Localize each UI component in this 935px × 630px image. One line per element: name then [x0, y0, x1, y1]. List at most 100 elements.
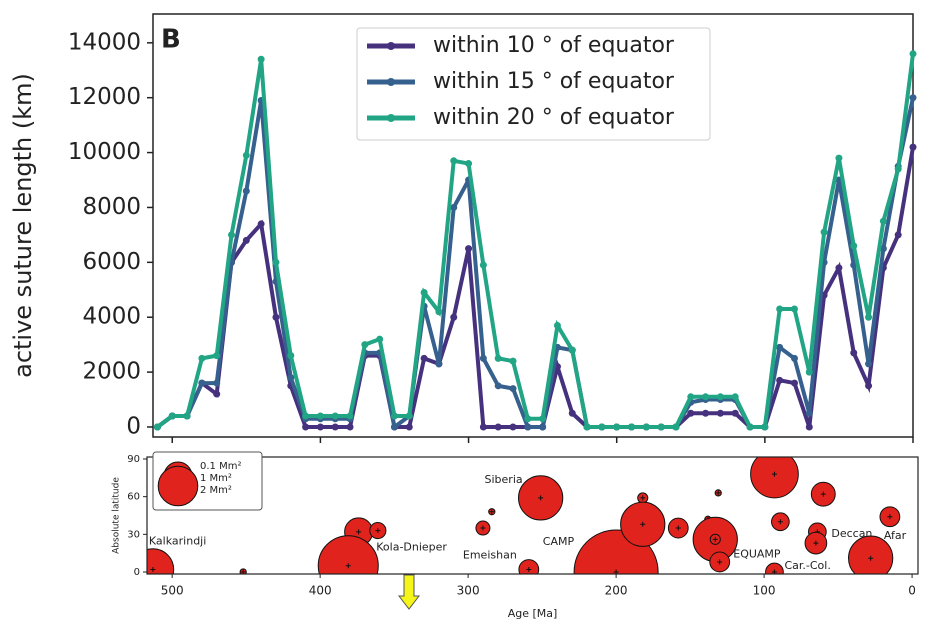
legend-box: [356, 27, 711, 141]
point: [835, 264, 843, 272]
point: [153, 423, 161, 431]
point: [287, 352, 295, 360]
point: [702, 393, 710, 401]
center-cross: [640, 495, 646, 501]
point: [302, 423, 310, 431]
point: [805, 409, 813, 417]
point: [450, 313, 458, 321]
point: [805, 368, 813, 376]
legend-marker: [387, 78, 395, 86]
point: [198, 379, 206, 387]
point: [509, 423, 517, 431]
center-cross: [640, 521, 646, 527]
plot-area: [152, 13, 914, 438]
point: [316, 423, 324, 431]
point: [909, 50, 917, 58]
point: [450, 203, 458, 211]
x-tick-label: 0: [908, 584, 916, 598]
center-cross: [868, 555, 874, 561]
point: [198, 354, 206, 362]
point: [450, 157, 458, 165]
legend-label: within 20 ° of equator: [433, 105, 675, 130]
y-tick-label: 0: [126, 413, 141, 439]
legend-marker: [387, 42, 395, 50]
bubble: [750, 457, 799, 499]
y-axis-label: active suture length (km): [9, 73, 37, 378]
point: [687, 409, 695, 417]
point: [790, 354, 798, 362]
point: [272, 313, 280, 321]
point: [168, 412, 176, 420]
bubble: [765, 562, 784, 574]
point: [479, 261, 487, 269]
point: [242, 236, 250, 244]
point: [583, 423, 591, 431]
center-cross: [813, 540, 819, 546]
legend-label: within 10 ° of equator: [433, 33, 675, 58]
point: [316, 412, 324, 420]
point: [272, 258, 280, 266]
point: [376, 335, 384, 343]
point: [509, 385, 517, 393]
size-legend-label: 0.1 Mm²: [200, 461, 241, 472]
y-tick-label: 14000: [68, 29, 141, 55]
point: [776, 376, 784, 384]
point: [879, 245, 887, 253]
point: [257, 55, 265, 63]
point: [435, 308, 443, 316]
point: [539, 423, 547, 431]
center-cross: [820, 491, 826, 497]
bubble-label: CAMP: [543, 535, 575, 548]
size-legend-marker: [157, 465, 199, 507]
y-tick-label: 4000: [82, 304, 141, 330]
legend-label: within 15 ° of equator: [433, 69, 675, 94]
x-tick-label: 200: [605, 584, 628, 598]
point: [790, 379, 798, 387]
y-tick-label: 2000: [82, 359, 141, 385]
point: [628, 423, 636, 431]
point: [687, 393, 695, 401]
bubble-label: Kola-Dnieper: [376, 541, 447, 554]
y-tick-label: 12000: [68, 84, 141, 110]
point: [494, 354, 502, 362]
center-cross: [717, 559, 723, 565]
center-cross: [777, 519, 783, 525]
x-tick-label: 500: [161, 584, 184, 598]
point: [242, 151, 250, 159]
x-tick-label: 300: [457, 584, 480, 598]
center-cross: [712, 536, 718, 542]
y-axis-label: Absolute latitude: [112, 477, 122, 554]
point: [598, 423, 606, 431]
center-cross: [375, 528, 381, 534]
point: [346, 412, 354, 420]
point: [465, 160, 473, 168]
point: [568, 409, 576, 417]
point: [213, 352, 221, 360]
point: [716, 393, 724, 401]
point: [746, 423, 754, 431]
point: [405, 412, 413, 420]
point: [331, 423, 339, 431]
bubble-label: Siberia: [485, 473, 523, 486]
center-cross: [887, 514, 893, 520]
size-legend-label: 1 Mm²: [200, 473, 232, 484]
y-tick-label: 60: [127, 492, 140, 503]
point: [909, 143, 917, 151]
point: [702, 409, 710, 417]
point: [820, 228, 828, 236]
center-cross: [675, 525, 681, 531]
point: [302, 412, 310, 420]
point: [894, 165, 902, 173]
center-cross: [489, 509, 495, 515]
point: [731, 409, 739, 417]
point: [287, 374, 295, 382]
y-tick-label: 0: [134, 567, 140, 578]
point: [183, 412, 191, 420]
x-axis-label: Age [Ma]: [508, 607, 558, 620]
point: [390, 412, 398, 420]
legend-marker: [387, 114, 395, 122]
point: [494, 423, 502, 431]
point: [672, 423, 680, 431]
x-tick-label: 400: [309, 584, 332, 598]
point: [420, 289, 428, 297]
